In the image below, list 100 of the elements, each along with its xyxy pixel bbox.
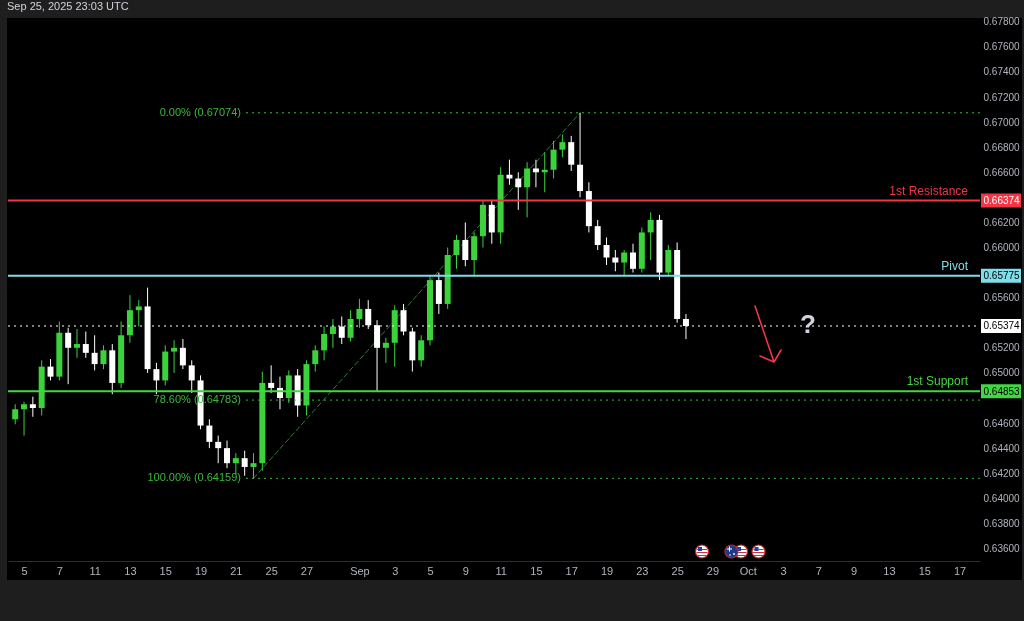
candlestick — [250, 452, 257, 479]
candlestick — [241, 450, 248, 477]
candlestick — [215, 435, 222, 464]
y-tick-label: 0.63600 — [983, 542, 1021, 554]
y-tick-label: 0.67200 — [983, 91, 1021, 103]
candlestick — [171, 339, 178, 374]
candlestick — [268, 364, 275, 394]
candlestick — [418, 334, 425, 368]
y-tick-label: 0.66600 — [983, 166, 1021, 178]
x-tick-label: 27 — [300, 564, 314, 577]
candlestick — [665, 244, 672, 277]
y-tick-label: 0.64400 — [983, 442, 1021, 454]
y-tick-label: 0.64000 — [983, 492, 1021, 504]
y-tick-label: 0.66374 — [983, 195, 1021, 207]
x-tick-label: 25 — [671, 564, 684, 577]
candlestick — [621, 249, 628, 276]
ref-line-label: 100.00% (0.64159) — [147, 471, 241, 484]
candlestick — [21, 401, 28, 437]
x-tick-label: 3 — [392, 564, 399, 577]
y-tick-label: 0.65000 — [983, 367, 1021, 379]
x-tick-label: Oct — [739, 564, 757, 577]
candlestick — [506, 159, 513, 186]
y-tick-label: 0.67600 — [983, 41, 1021, 53]
candlestick — [594, 219, 601, 251]
x-tick-label: Sep — [350, 564, 370, 577]
x-tick-label: 5 — [21, 564, 28, 577]
candlestick — [435, 272, 442, 315]
candlestick — [462, 221, 469, 267]
x-tick-label: 9 — [462, 564, 469, 577]
ref-line-label: 1st Resistance — [889, 183, 969, 198]
y-tick-label: 0.67000 — [983, 116, 1021, 128]
chart-title: Sep 25, 2025 23:03 UTC — [7, 0, 129, 12]
x-tick-label: 13 — [124, 564, 137, 577]
candlestick — [73, 328, 80, 359]
x-tick-label: 9 — [851, 564, 858, 577]
x-tick-label: 15 — [530, 564, 543, 577]
x-tick-label: 11 — [89, 564, 101, 577]
y-tick-label: 0.66000 — [983, 241, 1021, 253]
candlestick — [312, 344, 319, 373]
candlestick — [532, 159, 539, 188]
candlestick — [188, 359, 195, 394]
x-tick-label: 25 — [265, 564, 278, 577]
candlestick — [29, 396, 36, 418]
candlestick — [630, 243, 636, 274]
y-tick-label: 0.63800 — [983, 517, 1021, 529]
candlestick — [153, 362, 160, 395]
x-tick-label: 13 — [883, 564, 896, 577]
x-tick-label: 17 — [953, 564, 967, 577]
candlestick — [91, 334, 98, 371]
x-tick-label: 7 — [56, 564, 63, 577]
y-tick-label: 0.66800 — [983, 141, 1021, 153]
y-tick-label: 0.67800 — [983, 16, 1021, 28]
candlestick — [568, 135, 575, 172]
x-tick-label: 17 — [565, 564, 578, 577]
x-tick-label: 29 — [706, 564, 720, 577]
candlestick — [382, 337, 389, 364]
candlestick — [232, 452, 239, 475]
candlestick — [550, 140, 557, 180]
candlestick — [329, 318, 336, 349]
ref-line-label: Pivot — [941, 258, 969, 273]
candlestick — [321, 325, 328, 361]
candlestick — [647, 211, 654, 261]
candlestick — [524, 161, 531, 218]
x-tick-label: 11 — [495, 564, 507, 577]
y-tick-label: 0.65775 — [983, 270, 1021, 282]
ref-line-label: 1st Support — [906, 374, 969, 389]
y-tick-label: 0.65600 — [983, 292, 1021, 304]
candlestick — [347, 309, 354, 343]
x-tick-label: 23 — [636, 564, 649, 577]
x-tick-label: 19 — [194, 564, 208, 577]
candlestick — [135, 299, 142, 327]
candlestick — [100, 344, 107, 370]
candlestick — [179, 338, 186, 370]
x-tick-label: 15 — [918, 564, 931, 577]
y-tick-label: 0.66200 — [983, 216, 1021, 228]
y-tick-label: 0.67400 — [983, 66, 1021, 78]
x-tick-label: 19 — [600, 564, 614, 577]
candlestick — [453, 234, 460, 270]
y-tick-label: 0.65374 — [983, 320, 1021, 332]
candlestick — [224, 440, 231, 469]
x-tick-label: 15 — [159, 564, 172, 577]
ref-line-label: 0.00% (0.67074) — [159, 105, 241, 118]
y-tick-label: 0.64200 — [983, 467, 1021, 479]
candlestick — [471, 231, 478, 277]
x-tick-label: 7 — [815, 564, 822, 577]
candlestick — [559, 134, 566, 158]
candlestick — [82, 331, 89, 359]
x-tick-label: 5 — [427, 564, 434, 577]
x-tick-label: 3 — [780, 564, 787, 577]
y-tick-label: 0.65200 — [983, 342, 1021, 354]
y-tick-label: 0.64600 — [983, 417, 1021, 429]
candlestick — [12, 403, 19, 425]
candlestick — [603, 236, 610, 266]
candlestick — [612, 249, 619, 272]
candlestick — [515, 171, 522, 211]
candlestick — [206, 418, 213, 449]
candlestick — [47, 358, 54, 381]
candlestick — [356, 298, 363, 329]
annotation: ? — [800, 309, 816, 339]
x-tick-label: 21 — [230, 564, 243, 577]
